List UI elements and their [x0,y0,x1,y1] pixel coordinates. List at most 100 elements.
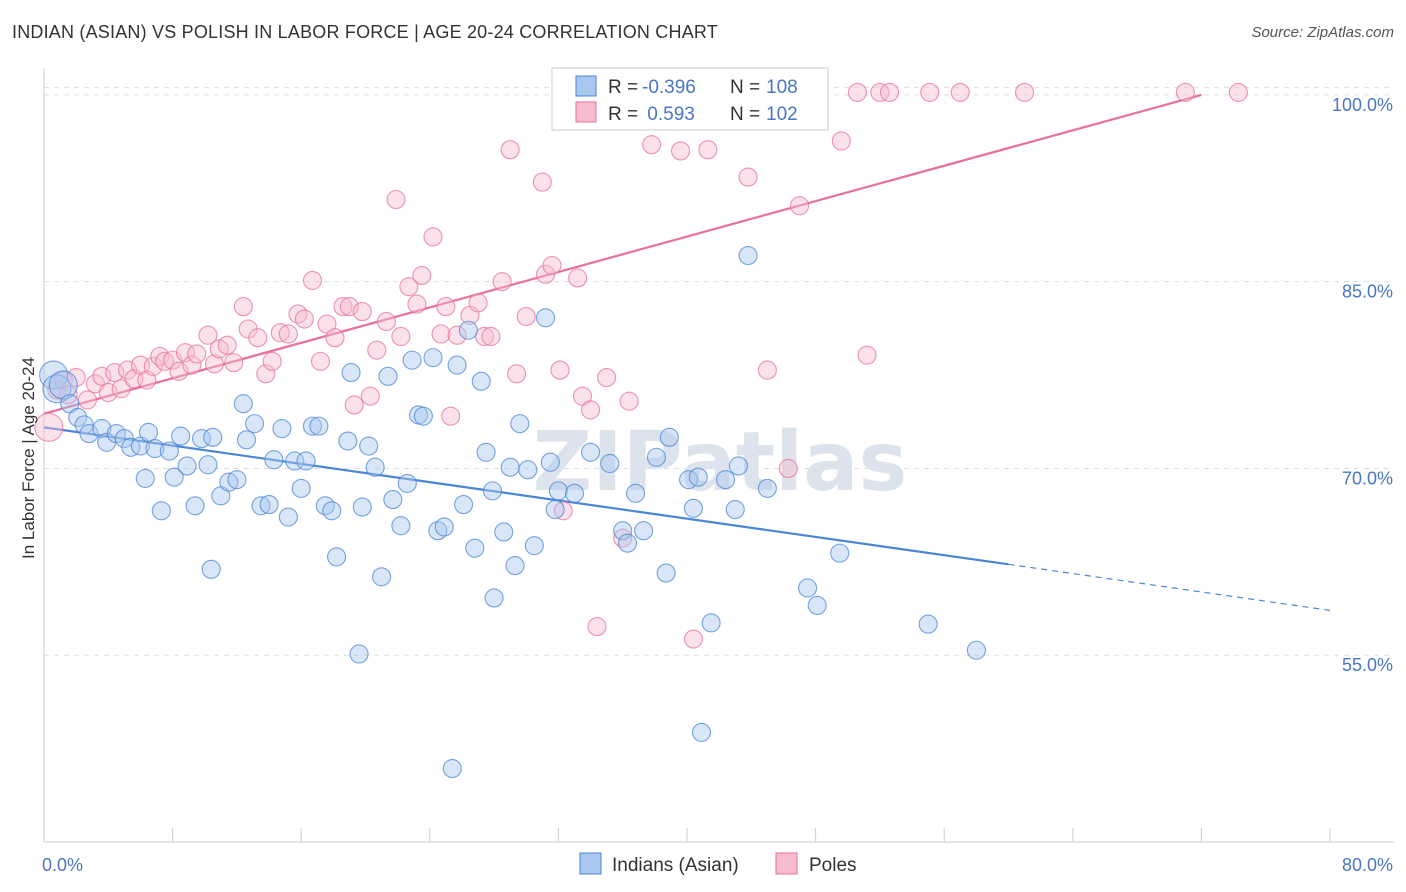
indians-point-39 [296,451,316,471]
poles-point-86 [738,167,758,187]
poles-point-98 [1015,82,1035,102]
indians-point-95 [701,613,721,633]
poles-point-32 [262,351,282,371]
indians-point-46 [341,363,361,383]
indians-point-82 [580,442,601,462]
indians-point-76 [524,536,544,556]
poles-point-28 [233,297,253,317]
poles-point-99 [1175,82,1195,102]
indians-point-30 [236,430,257,450]
chart-source: Source: ZipAtlas.com [1251,24,1394,41]
poles-point-71 [568,268,588,288]
poles-point-26 [217,335,237,355]
poles-point-95 [879,82,900,102]
indians-point-49 [359,436,379,456]
poles-point-7 [92,366,112,386]
poles-point-68 [542,255,562,276]
poles-point-94 [870,82,890,102]
indians-point-72 [500,457,520,477]
indians-point-32 [251,496,271,516]
bottom-legend-swatch-indians [579,852,602,875]
indians-point-33 [259,495,279,515]
legend-n-label-indians: N = [730,77,760,98]
indians-point-79 [545,499,565,520]
indians-point-45 [338,431,358,451]
indians-point-70 [484,588,504,608]
indians-point-29 [233,394,253,414]
poles-point-43 [344,395,364,415]
indians-point-98 [728,456,748,476]
poles-point-27 [224,353,244,373]
legend-n-value-poles: 102 [766,104,798,125]
poles-point-41 [333,297,353,317]
indians-point-41 [309,416,329,436]
indians-point-103 [830,543,850,563]
indians-point-25 [201,559,221,579]
indians-point-13 [135,468,155,488]
indians-point-61 [434,517,454,537]
poles-point-80 [642,135,662,155]
poles-point-45 [360,386,380,406]
indians-point-63 [447,355,467,375]
indians-point-81 [564,483,585,503]
indians-point-90 [659,427,679,447]
indians-point-102 [807,595,827,615]
indians-point-47 [349,644,369,664]
indians-point-56 [402,350,422,370]
indians-point-60 [428,521,448,541]
poles-point-44 [352,302,372,322]
indians-point-83 [600,453,620,474]
poles-point-23 [198,325,218,345]
poles-point-87 [757,360,777,380]
bottom-legend-label-poles: Poles [809,855,857,876]
indians-point-40 [302,416,323,436]
indians-point-42 [315,496,335,516]
poles-point-82 [671,141,691,161]
indians-point-94 [691,722,712,742]
indians-point-52 [378,366,398,386]
indians-point-84 [613,521,633,541]
poles-point-42 [339,297,359,317]
axes [43,68,1394,843]
indians-point-65 [458,320,478,340]
poles-point-57 [447,325,467,345]
y-tick-label-1: 70.0% [1342,468,1393,488]
indians-point-96 [716,470,736,490]
indians-point-89 [656,563,676,583]
poles-point-61 [481,326,501,347]
indians-point-59 [423,348,443,368]
indians-point-99 [738,245,758,266]
indians-point-31 [245,414,265,434]
chart-title: INDIAN (ASIAN) VS POLISH IN LABOR FORCE … [12,22,718,42]
poles-point-75 [597,368,617,388]
poles-point-59 [468,293,488,313]
grid-lines [44,86,1394,656]
indians-point-88 [646,447,667,467]
bottom-legend-label-indians: Indians (Asian) [612,855,739,876]
indians-point-28 [227,470,247,490]
y-tick-label-3: 100.0% [1332,95,1393,115]
poles-point-52 [412,265,432,286]
x-tick-label-0: 0.0% [42,855,83,875]
poles-point-66 [532,172,552,192]
indians-point-105 [966,640,986,660]
indians-points [39,245,986,779]
poles-point-31 [256,364,276,384]
poles-point-17 [155,351,175,371]
indians-point-78 [540,452,560,472]
legend: R = -0.396 N = 108 R = 0.593 N = 102 [551,67,829,131]
indians-point-92 [683,498,703,518]
indians-point-64 [454,495,474,515]
poles-point-53 [423,227,443,247]
indians-point-80 [548,481,568,501]
poles-point-96 [920,82,940,102]
indians-point-21 [185,496,205,516]
poles-point-55 [436,297,456,317]
poles-point-46 [367,340,387,360]
indians-point-77 [535,308,556,328]
poles-point-92 [847,82,867,102]
indians-point-54 [391,516,411,536]
poles-point-89 [789,196,810,216]
indians-point-34 [264,450,284,470]
